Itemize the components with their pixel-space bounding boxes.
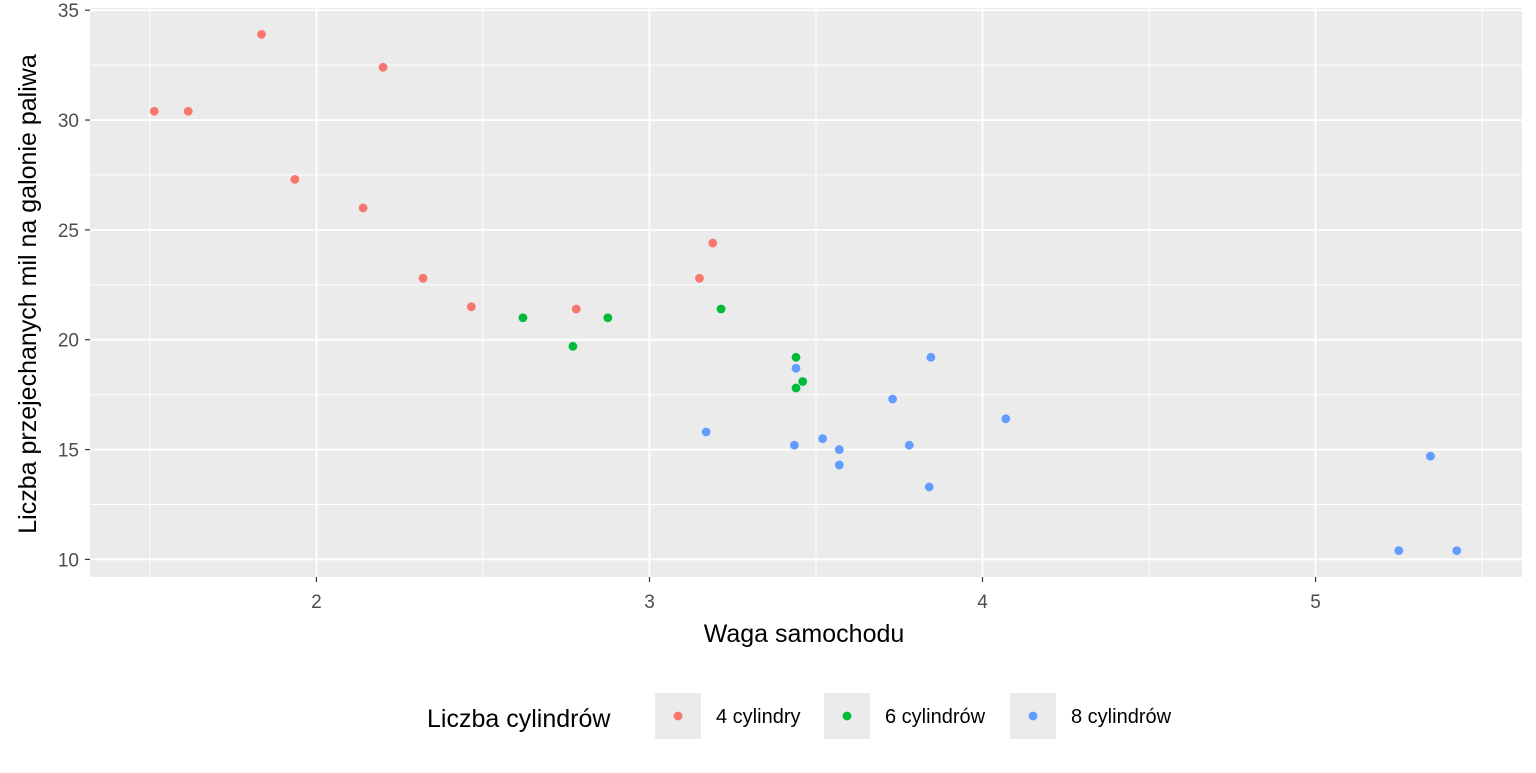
data-point [701,427,711,437]
y-tick-label: 10 [58,550,79,571]
data-point [149,106,159,116]
y-tick-label: 15 [58,441,79,462]
data-point [466,302,476,312]
major-gridlines [90,8,1522,577]
minor-gridlines [90,8,1522,577]
data-point [791,352,801,362]
data-point [791,383,801,393]
legend-label: 4 cylindry [716,706,800,728]
data-point [418,273,428,283]
data-point [789,440,799,450]
x-axis-label: Waga samochodu [704,620,905,648]
y-tick-label: 35 [58,1,79,22]
x-tick-label: 3 [644,592,655,613]
legend-marker [1028,711,1038,721]
legend: Liczba cylindrów 4 cylindry 6 cylindrów 8 … [427,693,1172,739]
y-tick-label: 30 [58,111,79,132]
plot-panel [90,8,1522,577]
data-point [695,273,704,283]
legend-marker [842,711,852,721]
data-point [904,440,914,450]
data-point [290,174,300,184]
x-tick-label: 5 [1310,592,1321,613]
data-point [1001,414,1011,424]
data-point [834,460,844,470]
y-axis-label: Liczba przejechanych mil na galonie pali… [14,54,42,534]
data-point [257,29,266,39]
data-point [183,106,193,116]
data-point [888,394,897,404]
legend-label: 6 cylindrów [885,706,986,728]
data-point [924,482,934,492]
y-tick-label: 20 [58,331,79,352]
legend-marker [673,711,683,721]
data-point [708,238,718,248]
axes: 2 3 4 5 10 15 20 25 30 35 [58,1,1321,613]
legend-title: Liczba cylindrów [427,705,611,733]
data-point [378,62,388,72]
data-point [716,304,726,314]
legend-label: 8 cylindrów [1071,706,1172,728]
data-point [791,363,801,373]
x-tick-label: 2 [311,592,322,613]
data-point [1452,546,1462,556]
data-point [568,341,578,351]
data-point [603,313,613,323]
x-tick-label: 4 [977,592,988,613]
data-point [1426,451,1435,461]
data-point [834,445,844,454]
data-point [926,352,936,362]
data-points [149,29,1462,556]
y-tick-label: 25 [58,221,79,242]
data-point [798,377,808,386]
data-point [1394,546,1404,556]
data-point [818,434,828,443]
data-point [571,304,581,314]
data-point [518,313,528,323]
data-point [358,203,368,213]
